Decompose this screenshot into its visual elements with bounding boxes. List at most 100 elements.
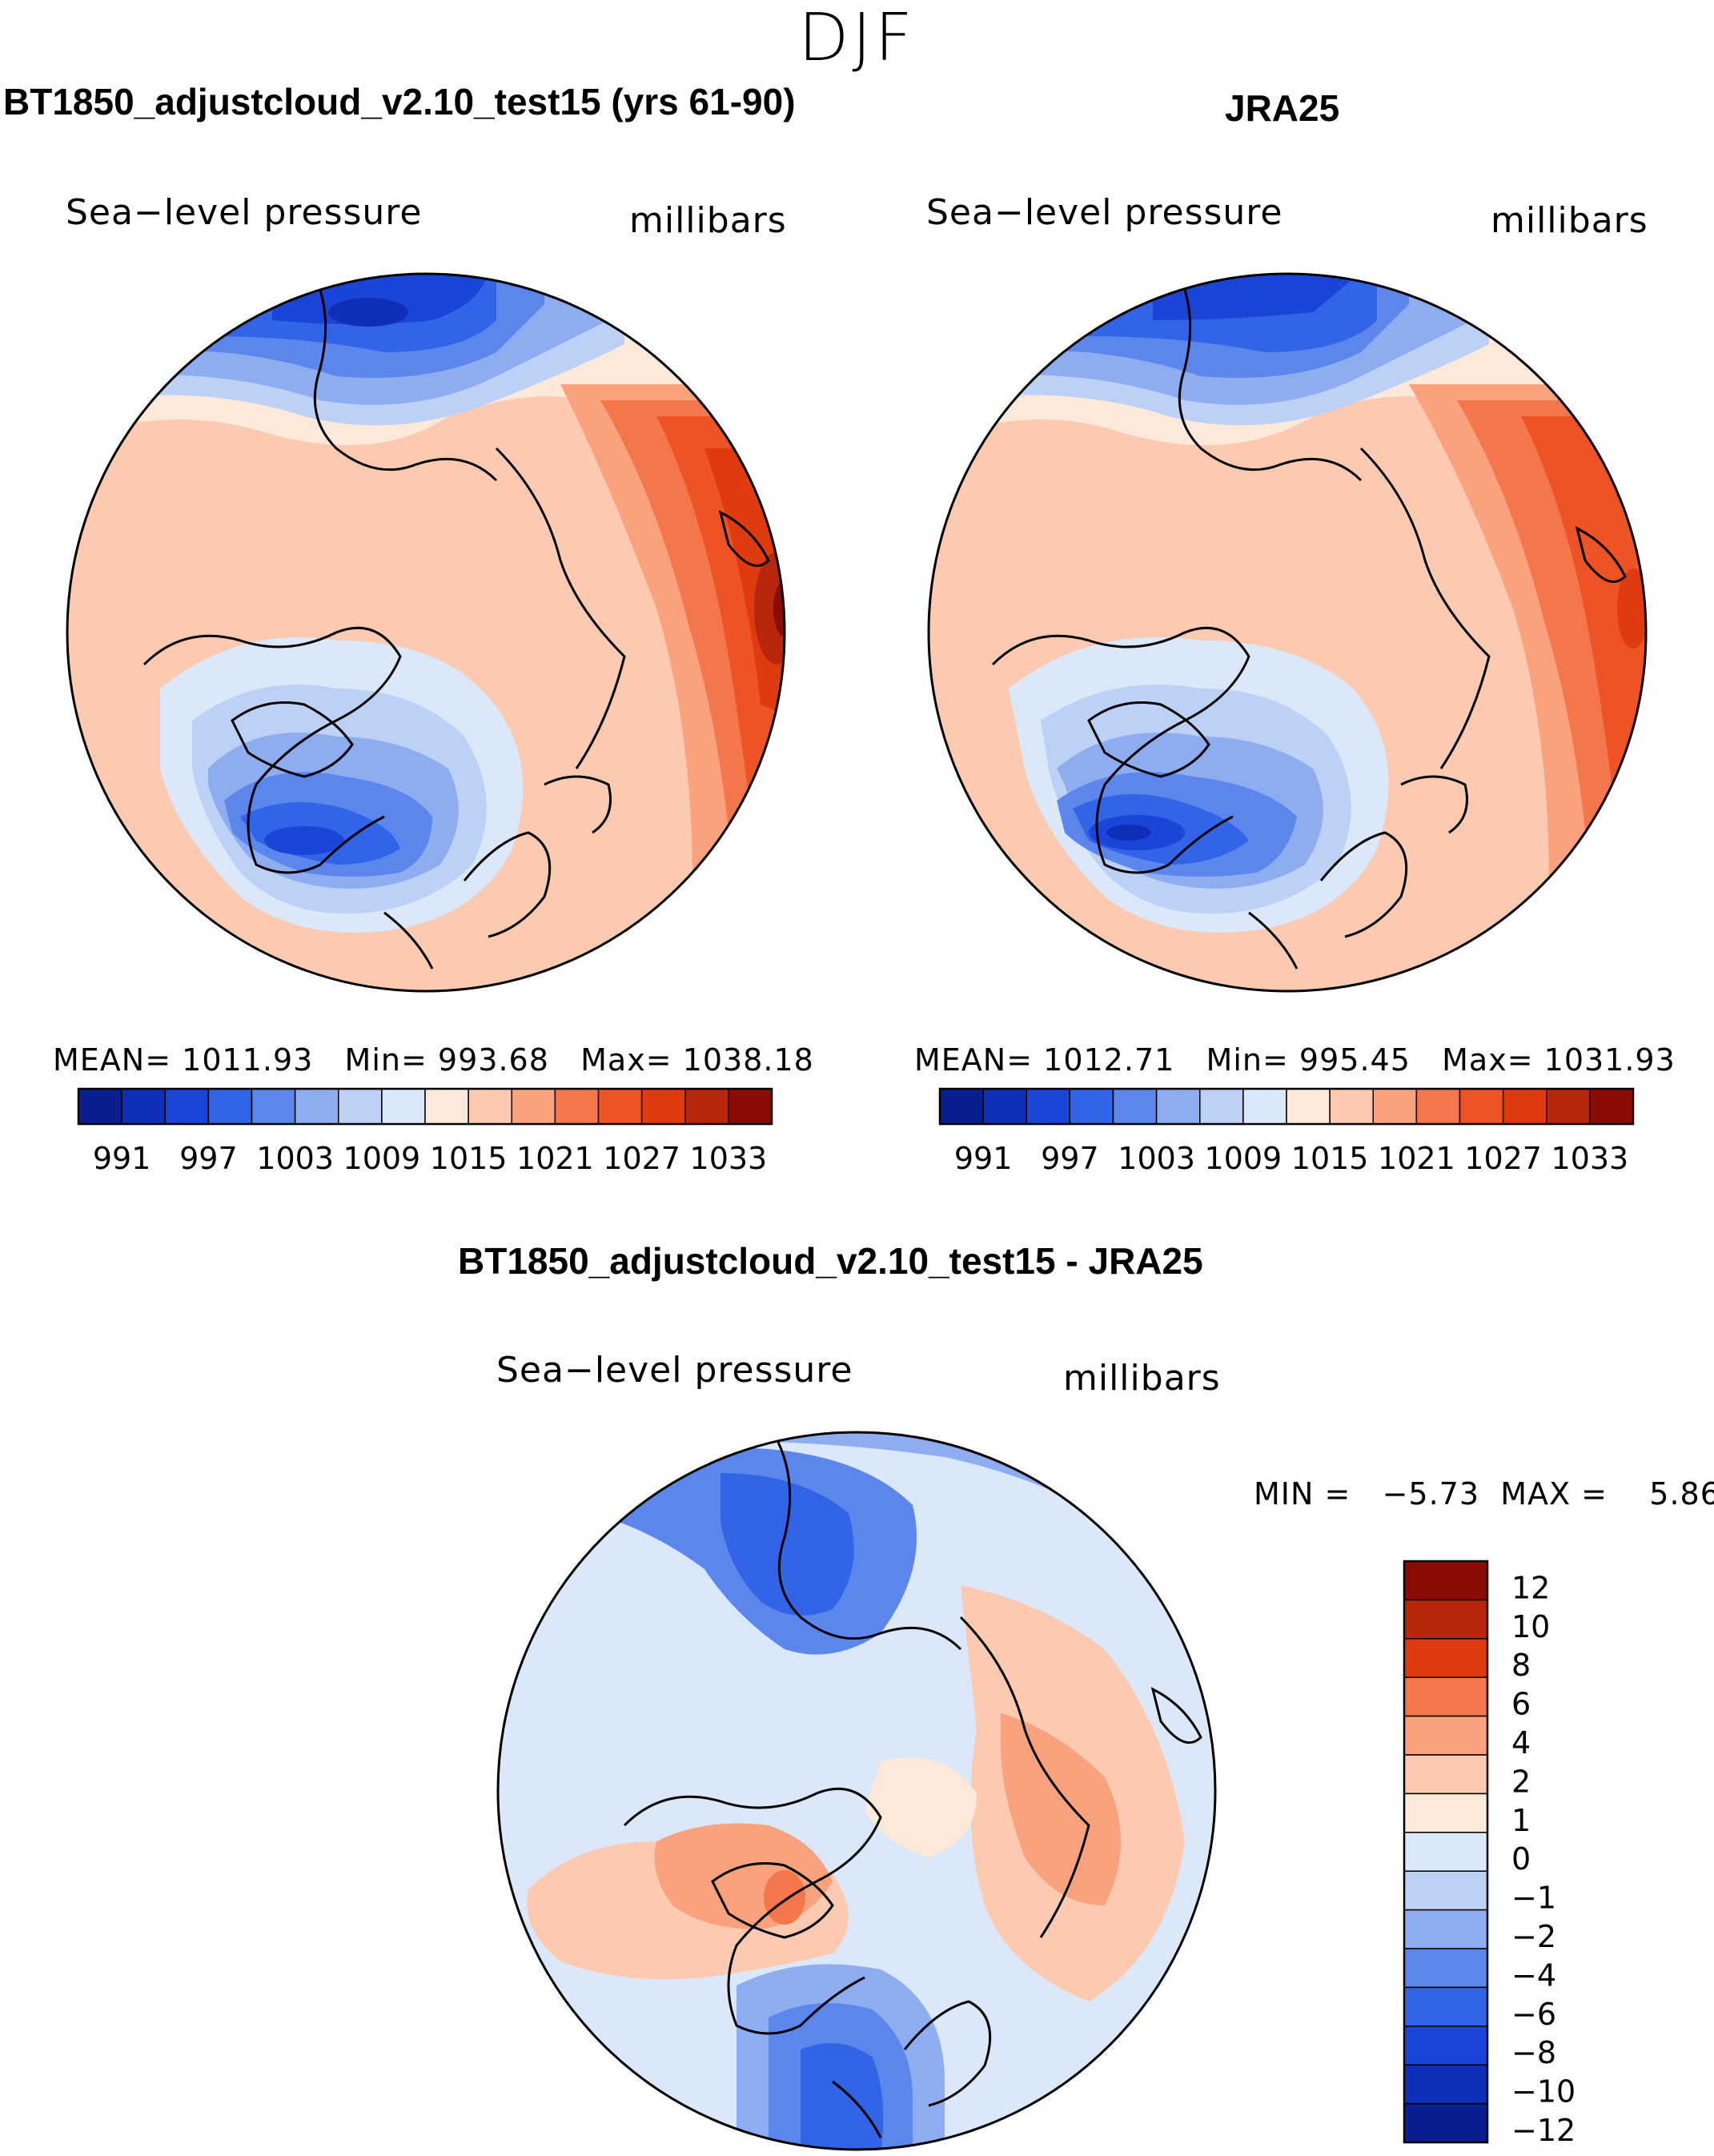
colorbar1-tick-label: 997 [179,1141,238,1176]
colorbar1-swatch [424,1088,469,1125]
panel3-minmax: MIN = −5.73 MAX = 5.86 [1254,1476,1714,1512]
colorbar3-swatch [1403,1560,1488,1601]
panel2-min-value: 995.45 [1299,1042,1411,1078]
colorbar2-swatch [1026,1088,1071,1125]
colorbar3-tick-label: −12 [1511,2113,1576,2148]
colorbar2-tick-label: 997 [1041,1141,1099,1176]
colorbar3-swatch [1403,1599,1488,1640]
colorbar1-swatch [684,1088,729,1125]
colorbar2-swatch [1329,1088,1374,1125]
colorbar1-tick-label: 1027 [603,1141,680,1176]
colorbar3-tick-label: 6 [1511,1687,1531,1722]
panel1-min-value: 993.68 [437,1042,549,1078]
colorbar1-tick-label: 1015 [430,1141,508,1176]
colorbar3-swatch [1403,1870,1488,1911]
colorbar1-tick-label: 1003 [256,1141,334,1176]
season-title: DJF [798,0,916,76]
panel3-unit-label: millibars [1063,1358,1221,1399]
panel1-variable-label: Sea−level pressure [66,192,423,233]
panel3-variable-label: Sea−level pressure [496,1350,853,1391]
colorbar3-tick-label: 2 [1511,1764,1531,1799]
panel1-max-value: 1038.18 [682,1042,814,1078]
panel1-title: BT1850_adjustcloud_v2.10_test15 (yrs 61-… [3,81,796,122]
colorbar3-tick-label: −2 [1511,1919,1556,1954]
map-panel1-border [66,272,786,993]
map-panel1 [67,274,785,991]
colorbar3-tick-label: −4 [1511,1957,1556,1993]
map-panel3-border [496,1431,1217,2151]
colorbar2-swatch [1155,1088,1201,1125]
colorbar2-tick-label: 1033 [1551,1141,1629,1176]
colorbar2-swatch [1459,1088,1504,1125]
colorbar1-swatch [381,1088,426,1125]
colorbar3-swatch [1403,1793,1488,1833]
colorbar3-tick-label: −10 [1511,2074,1576,2110]
colorbar2-swatch [1069,1088,1114,1125]
colorbar1-tick-label: 1033 [690,1141,768,1176]
colorbar1-swatch [338,1088,383,1125]
colorbar3-swatch [1403,1832,1488,1872]
colorbar2-swatch [1589,1088,1634,1125]
colorbar1-swatch [164,1088,210,1125]
panel3-title: BT1850_adjustcloud_v2.10_test15 - JRA25 [458,1240,1203,1282]
panel3-min-label: MIN = [1254,1476,1351,1512]
colorbar1-swatch [728,1088,773,1125]
colorbar1-tick-label: 1021 [516,1141,594,1176]
colorbar3-swatch [1403,2026,1488,2066]
colorbar3-swatch [1403,1909,1488,1949]
panel2-mean-label: MEAN= [914,1042,1034,1078]
colorbar1-swatch [78,1088,122,1125]
colorbar2-swatch [1242,1088,1287,1125]
colorbar-panel2: 991 997 1003 1009 1015 1021 1027 1033 [938,1087,1635,1176]
colorbar1-frame [77,1087,773,1126]
colorbar3-swatch [1403,1676,1488,1717]
colorbar3-swatch [1403,1948,1488,1989]
colorbar3-swatch [1403,1715,1488,1756]
panel1-mean-label: MEAN= [53,1042,172,1078]
map-panel2-border [927,272,1648,993]
colorbar1-tick-label: 991 [93,1141,151,1176]
panel2-min-label: Min= [1206,1042,1289,1078]
colorbar3-swatch [1403,2102,1488,2143]
panel2-stats: MEAN= 1012.71 Min= 995.45 Max= 1031.93 [914,1042,1676,1078]
colorbar1-swatch [640,1088,686,1125]
panel1-max-label: Max= [580,1042,672,1078]
colorbar3-tick-label: −6 [1511,1997,1556,2032]
colorbar2-tick-label: 1027 [1464,1141,1542,1176]
panel2-variable-label: Sea−level pressure [926,192,1283,233]
colorbar3-swatch [1403,1986,1488,2027]
colorbar2-tick-label: 1021 [1378,1141,1455,1176]
colorbar2-frame [938,1087,1635,1126]
colorbar2-swatch [939,1088,984,1125]
colorbar3-tick-label: 8 [1511,1648,1531,1683]
panel1-mean-value: 1011.93 [182,1042,314,1078]
colorbar3-tick-label: 0 [1511,1841,1531,1877]
panel2-unit-label: millibars [1491,200,1648,241]
colorbar3-swatch [1403,1754,1488,1795]
colorbar-panel3: 12 10 8 642 10 −1−2−4 −6−8 −10−12 [1403,1560,1576,2148]
colorbar2-swatch [1546,1088,1591,1125]
panel1-min-label: Min= [344,1042,427,1078]
colorbar1-swatch [121,1088,166,1125]
colorbar3-tick-label: 10 [1511,1609,1550,1644]
colorbar2-tick-label: 1003 [1118,1141,1195,1176]
colorbar1-swatch [251,1088,296,1125]
colorbar3-swatch [1403,1638,1488,1678]
colorbar3-tick-label: 1 [1511,1803,1531,1838]
panel2-max-value: 1031.93 [1543,1042,1676,1078]
panel1-stats: MEAN= 1011.93 Min= 993.68 Max= 1038.18 [53,1042,814,1078]
colorbar3-tick-label: −1 [1511,1881,1556,1916]
colorbar2-tick-label: 1015 [1291,1141,1369,1176]
colorbar3-swatch [1403,2064,1488,2105]
panel2-max-label: Max= [1442,1042,1534,1078]
panel1-unit-label: millibars [629,200,787,241]
panel2-mean-value: 1012.71 [1043,1042,1175,1078]
colorbar-panel1: 991 997 1003 1009 1015 1021 1027 1033 [77,1087,773,1176]
map-panel3 [498,1432,1215,2150]
colorbar2-swatch [1112,1088,1158,1125]
panel3-max-value: 5.86 [1649,1476,1714,1512]
colorbar1-swatch [294,1088,339,1125]
colorbar2-tick-label: 1009 [1205,1141,1282,1176]
colorbar1-swatch [468,1088,512,1125]
